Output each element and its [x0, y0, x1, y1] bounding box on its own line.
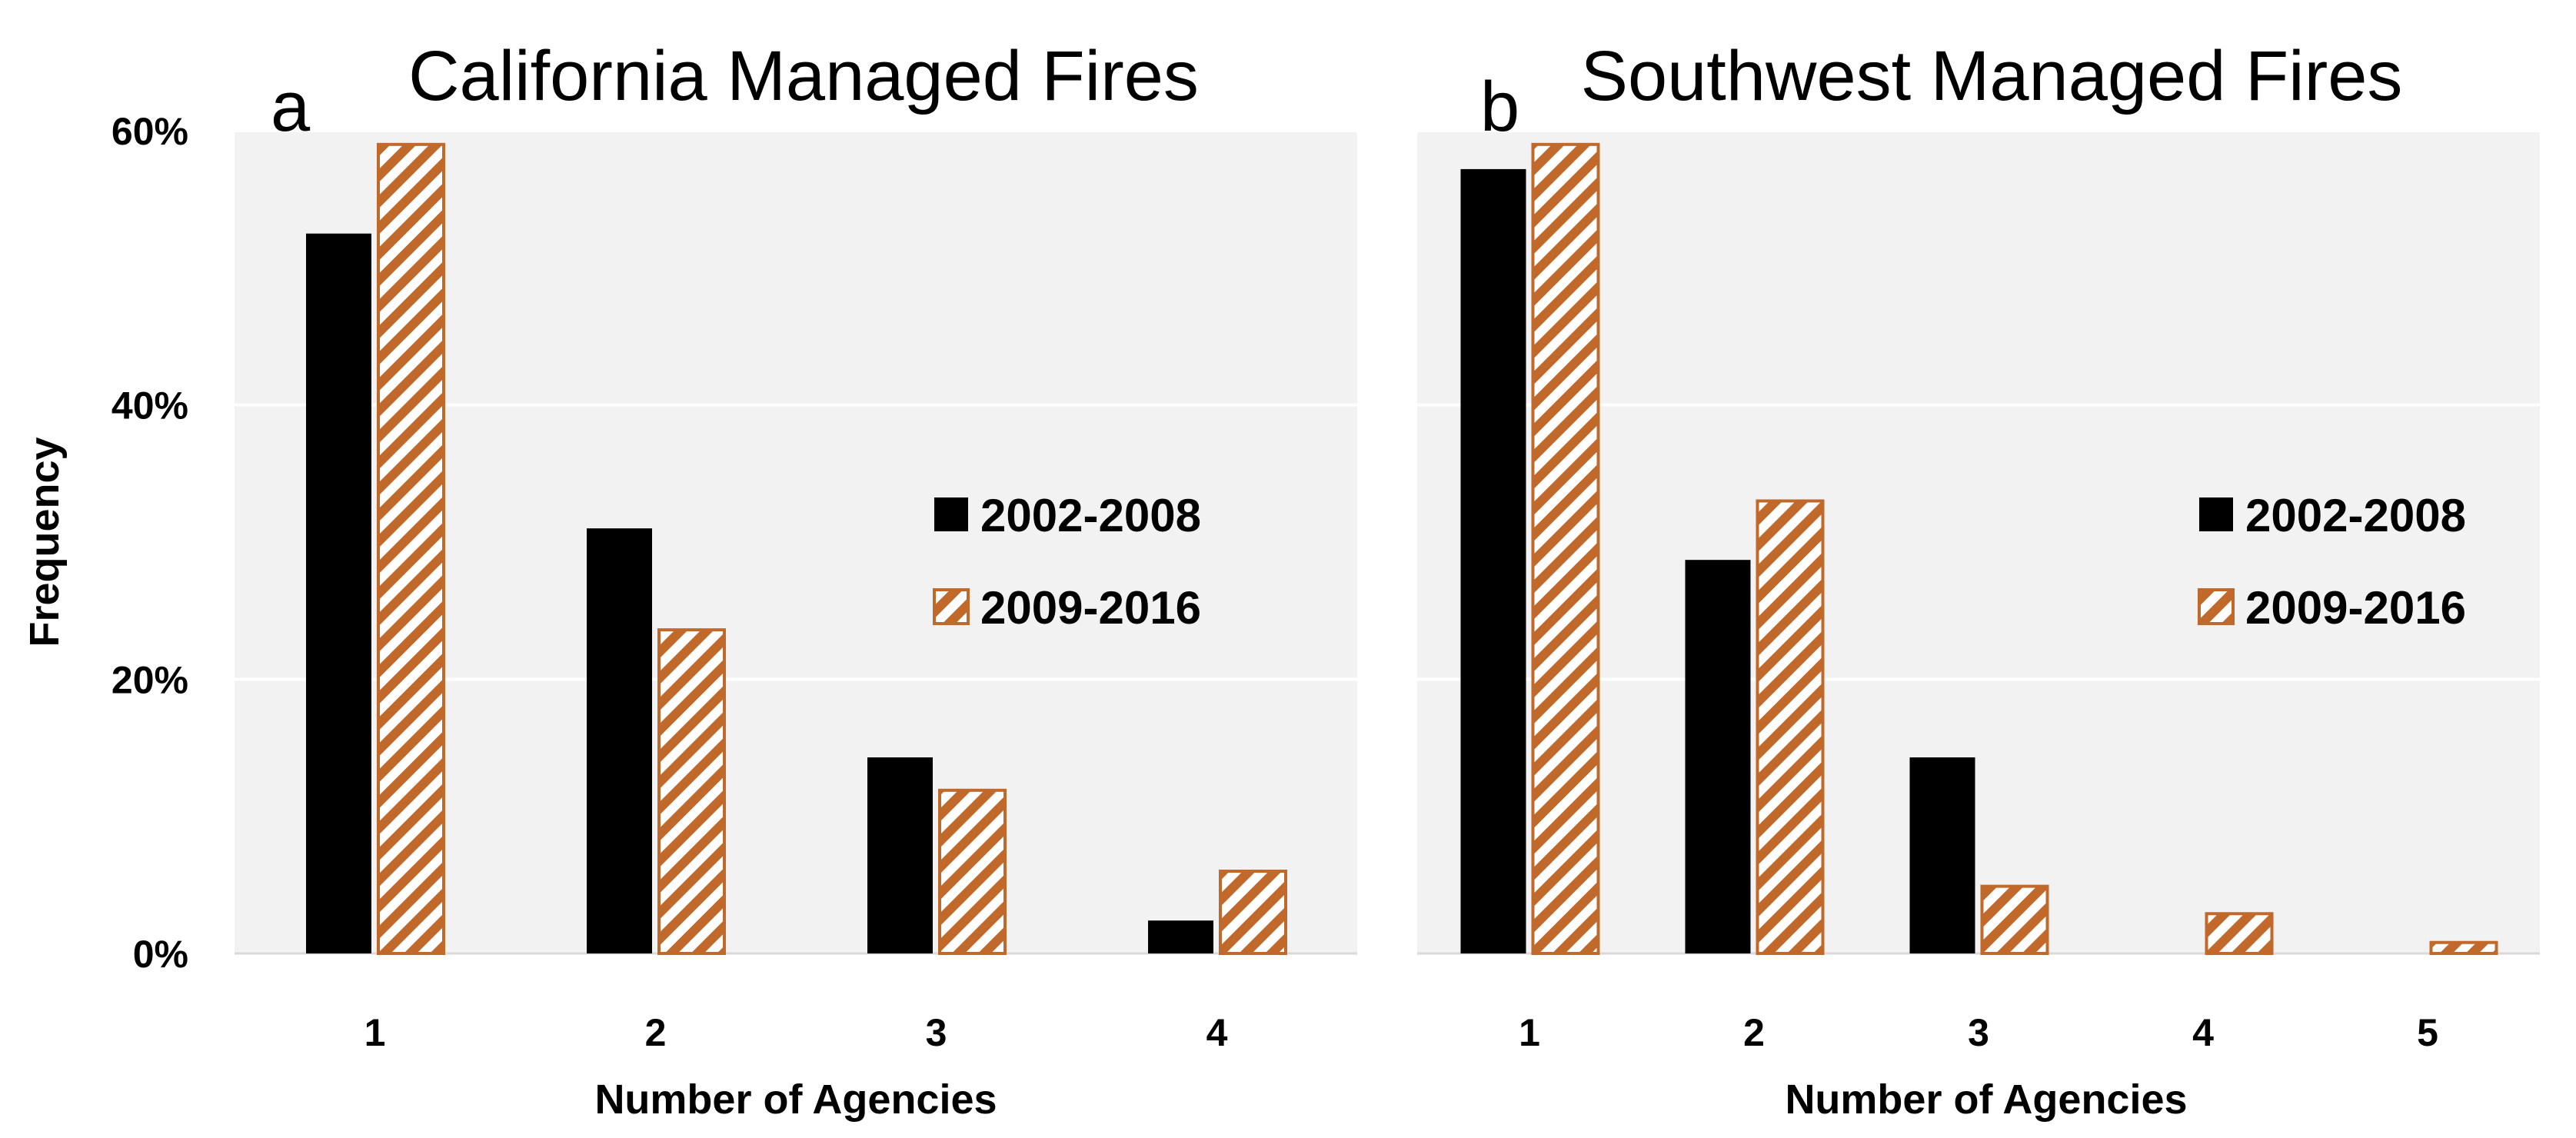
bar-solid	[1460, 168, 1526, 953]
y-tick-label: 40%	[111, 384, 188, 428]
legend-swatch-hatched-b	[2198, 588, 2235, 625]
x-tick-label: 4	[2192, 1011, 2214, 1054]
legend-a: 2002-2008 2009-2016	[933, 490, 1201, 634]
legend-label-solid-a: 2002-2008	[980, 490, 1201, 541]
y-tick-label: 0%	[133, 933, 188, 976]
x-tick-label: 3	[1968, 1011, 1989, 1054]
bar-solid	[1685, 560, 1751, 953]
x-tick-label: 1	[1519, 1011, 1540, 1054]
x-ticks-b: 1 2 3 4 5	[1519, 1011, 2438, 1054]
legend-b: 2002-2008 2009-2016	[2198, 490, 2466, 634]
y-tick-label: 20%	[111, 658, 188, 701]
bar-hatched	[938, 788, 1007, 955]
x-tick-label: 4	[1206, 1011, 1228, 1054]
chart-title-b: Southwest Managed Fires	[1581, 37, 2403, 115]
x-tick-label: 5	[2417, 1011, 2438, 1054]
chart-panel-a: 0% 20% 40% 60% 1 2 3 4 a California Managed Fi…	[22, 37, 1357, 1123]
panel-label-a: a	[271, 68, 311, 146]
legend-label-hatched-a: 2009-2016	[980, 582, 1201, 634]
bar-solid	[1148, 920, 1213, 953]
bar-solid	[867, 757, 933, 953]
bars-a	[306, 142, 1287, 956]
panel-label-b: b	[1480, 68, 1519, 146]
bars-b	[1460, 142, 2498, 956]
x-tick-label: 2	[1743, 1011, 1765, 1054]
bar-hatched	[657, 628, 726, 956]
bar-hatched	[377, 142, 445, 955]
y-ticks-a: 0% 20% 40% 60%	[111, 110, 188, 976]
legend-swatch-hatched-a	[933, 588, 970, 625]
chart-title-a: California Managed Fires	[408, 37, 1199, 115]
x-axis-label-b: Number of Agencies	[1785, 1076, 2187, 1123]
bar-hatched	[1756, 499, 1825, 955]
chart-panel-b: 1 2 3 4 5 b Southwest Managed Fires Number o…	[1417, 37, 2540, 1123]
legend-label-hatched-b: 2009-2016	[2245, 582, 2466, 634]
x-tick-label: 2	[645, 1011, 667, 1054]
legend-swatch-solid-a	[934, 497, 968, 531]
x-tick-label: 1	[364, 1011, 386, 1054]
x-axis-label-a: Number of Agencies	[594, 1076, 997, 1123]
x-tick-label: 3	[926, 1011, 947, 1054]
legend-swatch-solid-b	[2199, 497, 2233, 531]
bar-solid	[587, 528, 652, 953]
x-ticks-a: 1 2 3 4	[364, 1011, 1228, 1054]
y-tick-label: 60%	[111, 110, 188, 153]
bar-hatched	[2205, 912, 2274, 955]
plot-area-b	[1417, 131, 2540, 953]
bar-hatched	[2429, 940, 2498, 955]
bar-hatched	[1980, 884, 2049, 956]
bar-hatched	[1531, 142, 1600, 955]
y-axis-label-a: Frequency	[22, 437, 68, 647]
bar-hatched	[1219, 870, 1287, 955]
legend-label-solid-b: 2002-2008	[2245, 490, 2466, 541]
bar-solid	[306, 233, 371, 953]
bar-solid	[1909, 757, 1975, 953]
gridlines-b	[1417, 129, 2540, 955]
